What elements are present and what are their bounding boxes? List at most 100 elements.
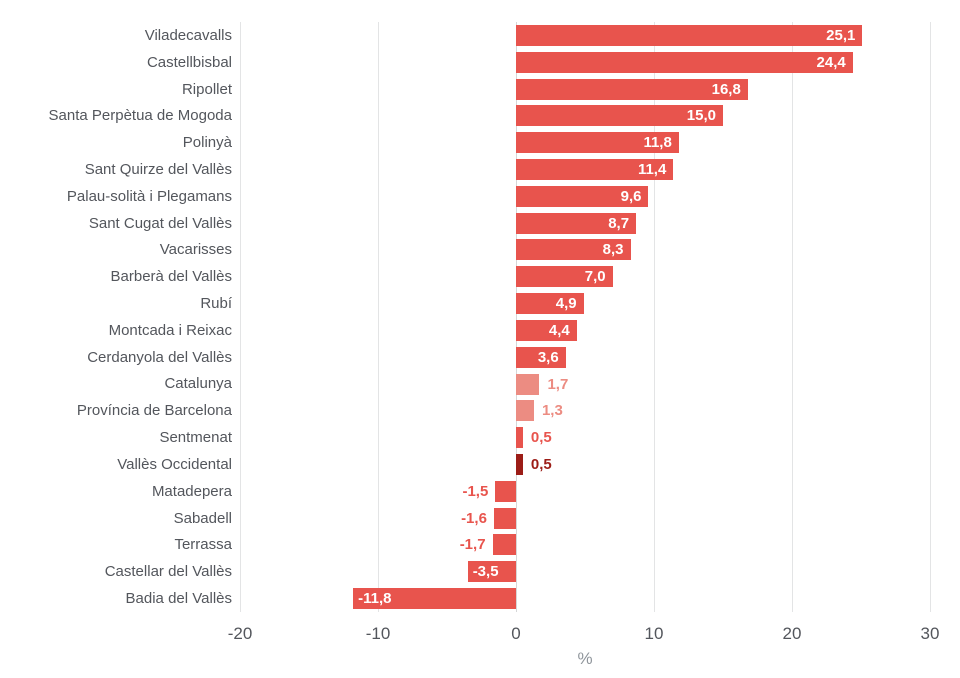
- bar-value-label: 0,5: [530, 455, 552, 473]
- category-label: Catalunya: [164, 375, 232, 393]
- bar: [516, 427, 523, 449]
- bar: 11,8: [516, 132, 679, 154]
- bar: [516, 453, 523, 475]
- bar-row: 3,6: [240, 344, 930, 371]
- bar: 3,6: [516, 346, 566, 368]
- bar: 8,3: [516, 239, 631, 261]
- bar: -11,8: [353, 588, 516, 610]
- gridline: [930, 22, 931, 612]
- bar-row: 11,4: [240, 156, 930, 183]
- bar-row: 16,8: [240, 76, 930, 103]
- category-label: Matadepera: [151, 482, 232, 500]
- gridline: [792, 22, 793, 612]
- bar-row: -3,5: [240, 558, 930, 585]
- bar-row: 4,4: [240, 317, 930, 344]
- category-label: Barberà del Vallès: [110, 268, 232, 286]
- bar-value-label: 1,7: [547, 375, 569, 393]
- bar-row: 9,6: [240, 183, 930, 210]
- bar: 7,0: [516, 266, 613, 288]
- gridline: [378, 22, 379, 612]
- bar-value-label: 15,0: [686, 107, 716, 125]
- bar-value-label: 9,6: [620, 187, 642, 205]
- bar-value-label: 8,7: [608, 214, 630, 232]
- bar: -3,5: [467, 561, 516, 583]
- category-label: Badia del Vallès: [125, 589, 232, 607]
- plot-area: 25,1 24,4 16,8 15,0 11,8 11,4 9,6 8,7 8,3 7,0 4,9 4…: [240, 22, 931, 612]
- category-label: Terrassa: [174, 536, 232, 554]
- category-label: Ripollet: [181, 80, 232, 98]
- bar: 25,1: [516, 24, 863, 46]
- category-label: Santa Perpètua de Mogoda: [48, 107, 232, 125]
- bar-row: 11,8: [240, 129, 930, 156]
- bar: 24,4: [516, 51, 853, 73]
- gridline: [654, 22, 655, 612]
- bar-row: 25,1: [240, 22, 930, 49]
- category-label: Polinyà: [182, 134, 232, 152]
- x-tick-label: 30: [920, 624, 940, 643]
- y-axis-category-labels: Viladecavalls Castellbisbal Ripollet Santa …: [0, 22, 232, 612]
- category-label: Cerdanyola del Vallès: [87, 348, 232, 366]
- x-tick-label: 10: [644, 624, 664, 643]
- category-label: Vallès Occidental: [117, 455, 232, 473]
- category-label: Montcada i Reixac: [108, 321, 232, 339]
- bar-value-label: 7,0: [584, 268, 606, 286]
- bar-value-label: 4,4: [548, 321, 570, 339]
- zero-gridline: [516, 22, 517, 612]
- bar-value-label: -1,7: [459, 536, 486, 554]
- bar-row: 4,9: [240, 290, 930, 317]
- bar: 15,0: [516, 105, 723, 127]
- bar: [495, 480, 516, 502]
- bar-row: 8,7: [240, 210, 930, 237]
- bar: 4,4: [516, 319, 577, 341]
- bar-value-label: 25,1: [826, 26, 856, 44]
- bar-row: 0,5: [240, 451, 930, 478]
- bar-row: 8,3: [240, 237, 930, 264]
- category-label: Sentmenat: [159, 429, 232, 447]
- bar: [516, 373, 540, 395]
- x-axis-tick-labels: -20 -10 0 10 20 30: [228, 624, 940, 644]
- bar-value-label: 8,3: [602, 241, 624, 259]
- category-label: Vacarisses: [159, 241, 232, 259]
- bar: [493, 507, 516, 529]
- category-label: Sant Cugat del Vallès: [88, 214, 232, 232]
- x-tick-label: -20: [227, 624, 253, 643]
- bar-row: -11,8: [240, 585, 930, 612]
- x-tick-label: 0: [511, 624, 521, 643]
- bar: [516, 400, 534, 422]
- bar: 4,9: [516, 293, 584, 315]
- bar-value-label: 16,8: [711, 80, 741, 98]
- bar-row: 0,5: [240, 424, 930, 451]
- category-label: Palau-solità i Plegamans: [66, 187, 232, 205]
- bar-value-label: 11,8: [643, 134, 672, 152]
- bar-value-label: 4,9: [555, 295, 577, 313]
- bar-value-label: -3,5: [472, 563, 499, 581]
- bar-row: -1,5: [240, 478, 930, 505]
- bar-value-label: -1,6: [461, 509, 487, 527]
- bar-row: 1,3: [240, 397, 930, 424]
- bar-row: 7,0: [240, 263, 930, 290]
- category-label: Sabadell: [173, 509, 232, 527]
- x-tick-label: -10: [365, 624, 391, 643]
- category-label: Rubí: [200, 295, 232, 313]
- category-label: Castellar del Vallès: [104, 563, 232, 581]
- bar-value-label: 11,4: [637, 160, 667, 178]
- category-label: Viladecavalls: [144, 26, 232, 44]
- bar: 8,7: [516, 212, 637, 234]
- bar-value-label: 0,5: [530, 429, 552, 447]
- bar: [492, 534, 516, 556]
- bar-row: 1,7: [240, 371, 930, 398]
- x-axis-title: %: [577, 649, 593, 668]
- bar: 16,8: [516, 78, 748, 100]
- x-tick-label: 20: [782, 624, 802, 643]
- bar-row: -1,7: [240, 532, 930, 559]
- bar-row: 24,4: [240, 49, 930, 76]
- bar-value-label: 1,3: [541, 402, 563, 420]
- bar: 9,6: [516, 185, 649, 207]
- bar-value-label: 24,4: [816, 53, 846, 71]
- gridline: [240, 22, 241, 612]
- bar-value-label: -11,8: [358, 590, 392, 608]
- bar-value-label: -1,5: [462, 482, 489, 500]
- bar-row: -1,6: [240, 505, 930, 532]
- bar-value-label: 3,6: [537, 348, 559, 366]
